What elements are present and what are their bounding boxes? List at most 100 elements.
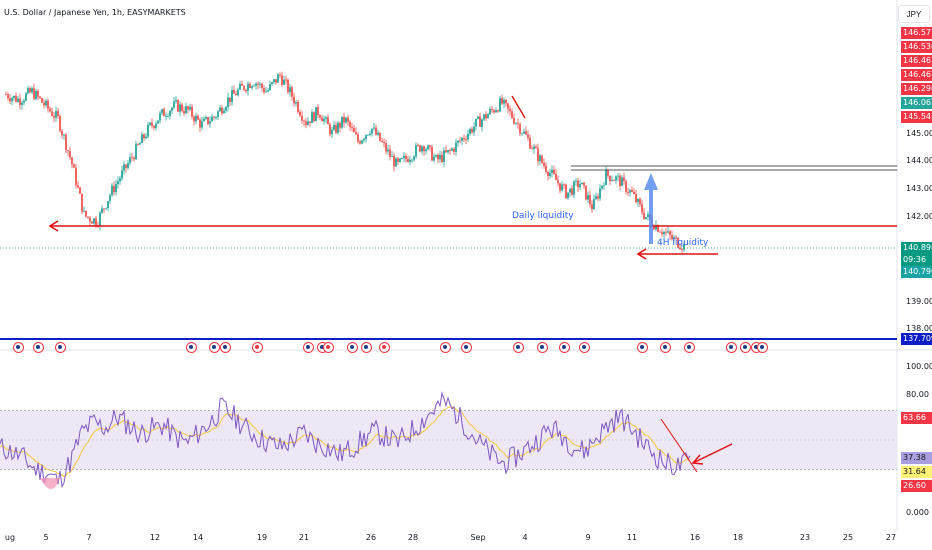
candle-body — [111, 185, 113, 196]
candle-body — [77, 185, 79, 188]
economic-event-icon[interactable] — [579, 342, 590, 353]
candle-body — [321, 117, 323, 122]
candle-body — [335, 125, 337, 133]
candle-body — [237, 89, 239, 96]
candle-body — [135, 144, 137, 160]
candle-body — [319, 115, 321, 118]
candle-body — [155, 123, 157, 128]
candle-body — [417, 145, 419, 146]
economic-event-icon[interactable] — [209, 342, 220, 353]
candle-body — [153, 125, 155, 128]
candle-body — [293, 96, 295, 104]
candle-body — [139, 143, 141, 145]
candle-body — [103, 208, 105, 210]
candle-body — [121, 170, 123, 179]
rsi-arrowhead — [691, 454, 704, 465]
economic-event-icon[interactable] — [660, 342, 671, 353]
rsi-label: 26.60 — [901, 480, 932, 492]
candle-body — [87, 216, 89, 218]
candle-body — [585, 185, 587, 200]
candle-body — [659, 231, 661, 233]
candle-body — [283, 79, 285, 85]
candle-body — [455, 142, 457, 152]
candle-body — [169, 110, 171, 117]
candle-body — [489, 109, 491, 115]
candle-body — [161, 109, 163, 114]
candle-body — [305, 121, 307, 126]
candle-body — [199, 119, 201, 128]
candle-body — [259, 83, 261, 85]
candle-body — [191, 106, 193, 117]
price-axis-tick: 145.000 — [906, 129, 932, 138]
candle-body — [589, 195, 591, 205]
economic-event-icon[interactable] — [757, 342, 768, 353]
economic-event-icon[interactable] — [323, 342, 334, 353]
candle-body — [591, 204, 593, 210]
candle-body — [129, 157, 131, 164]
economic-event-icon[interactable] — [740, 342, 751, 353]
economic-event-icon[interactable] — [303, 342, 314, 353]
candle-body — [291, 87, 293, 97]
candle-body — [361, 140, 363, 144]
candle-body — [277, 74, 279, 83]
time-axis-tick: 16 — [689, 533, 701, 542]
candle-body — [541, 155, 543, 163]
rsi-axis-tick: 100.00 — [906, 362, 932, 371]
candle-body — [581, 182, 583, 185]
economic-event-icon[interactable] — [13, 342, 24, 353]
economic-event-icon[interactable] — [186, 342, 197, 353]
candle-body — [157, 120, 159, 124]
candle-body — [239, 83, 241, 90]
candle-body — [27, 88, 29, 94]
rsi-label: 31.64 — [901, 466, 932, 478]
economic-event-icon[interactable] — [379, 342, 390, 353]
candle-body — [185, 106, 187, 114]
candle-body — [583, 182, 585, 186]
candle-body — [647, 214, 649, 217]
economic-event-icon[interactable] — [513, 342, 524, 353]
candle-body — [469, 128, 471, 134]
price-axis-tick: 142.000 — [906, 212, 932, 221]
economic-event-icon[interactable] — [33, 342, 44, 353]
economic-event-icon[interactable] — [347, 342, 358, 353]
economic-event-icon[interactable] — [55, 342, 66, 353]
economic-event-icon[interactable] — [461, 342, 472, 353]
candle-body — [681, 249, 683, 250]
price-label: 145.543 — [901, 111, 932, 123]
economic-event-icon[interactable] — [637, 342, 648, 353]
economic-event-icon[interactable] — [726, 342, 737, 353]
economic-event-icon[interactable] — [220, 342, 231, 353]
candle-body — [445, 150, 447, 153]
candle-body — [523, 131, 525, 134]
candle-body — [333, 125, 335, 130]
price-label: 146.467 — [901, 55, 932, 67]
candle-body — [313, 112, 315, 122]
symbol-title[interactable]: U.S. Dollar / Japanese Yen, 1h, EASYMARK… — [4, 8, 186, 17]
candle-body — [75, 167, 77, 186]
economic-event-icon[interactable] — [361, 342, 372, 353]
economic-event-icon[interactable] — [684, 342, 695, 353]
candle-body — [349, 121, 351, 127]
candle-body — [329, 124, 331, 135]
drawings-layer — [0, 95, 897, 340]
candle-body — [513, 117, 515, 124]
candle-body — [307, 121, 309, 126]
time-axis-tick: 26 — [365, 533, 377, 542]
candle-body — [341, 116, 343, 128]
economic-event-icon[interactable] — [252, 342, 263, 353]
economic-event-icon[interactable] — [559, 342, 570, 353]
price-label: 146.067 — [901, 97, 932, 109]
economic-event-icon[interactable] — [537, 342, 548, 353]
candle-body — [21, 102, 23, 105]
economic-event-icon[interactable] — [440, 342, 451, 353]
candle-body — [163, 109, 165, 117]
currency-selector[interactable]: JPY — [898, 5, 930, 23]
time-axis-tick: Sep — [470, 533, 486, 542]
candle-body — [491, 109, 493, 111]
candle-body — [495, 110, 497, 113]
countdown-label: 09:36 — [901, 254, 932, 266]
candle-body — [383, 141, 385, 144]
candle-body — [461, 138, 463, 141]
